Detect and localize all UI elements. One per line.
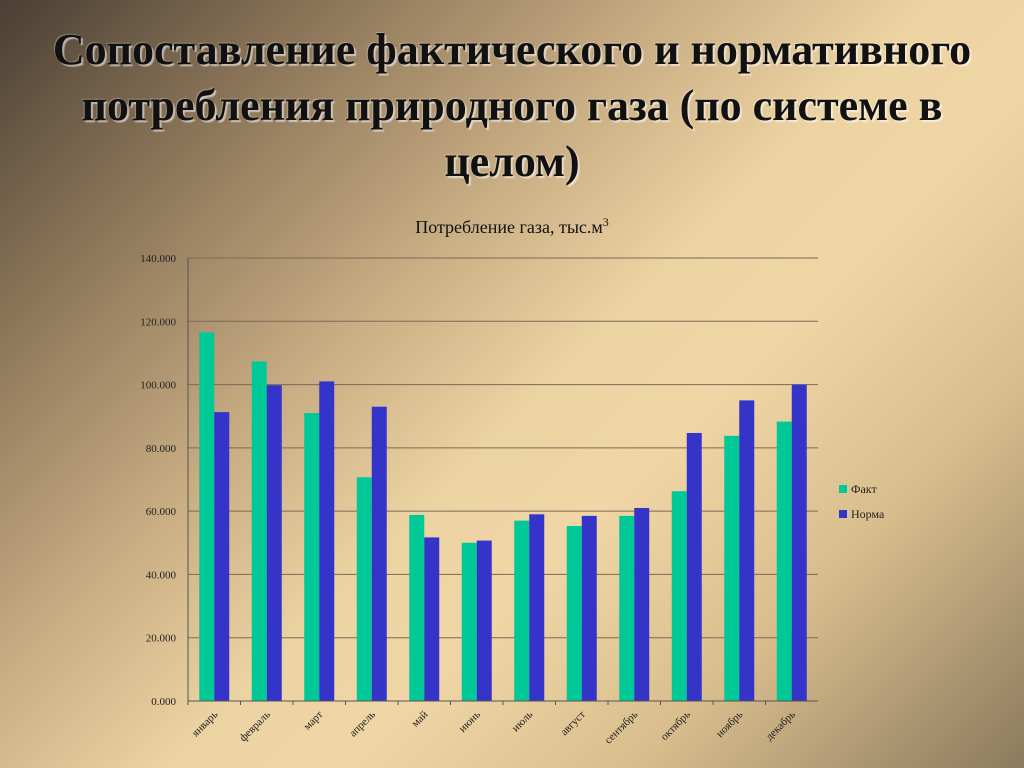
y-axis: 0.000 20.000 40.000 60.000 80.000 100.000 120.…: [140, 253, 189, 708]
chart-title-main: Потребление газа, тыс.м: [415, 217, 603, 237]
bar-norm: [424, 537, 440, 701]
bar-norm: [214, 412, 230, 701]
x-tick-label: май: [409, 709, 430, 730]
bar-norm: [581, 515, 597, 701]
legend-label-norm: Норма: [851, 507, 885, 521]
x-tick-label: ноябрь: [714, 709, 745, 740]
x-tick-label: апрель: [347, 709, 378, 740]
x-tick-label: июль: [510, 709, 536, 735]
x-tick-label: июнь: [457, 709, 483, 735]
chart-title: Потребление газа, тыс.м3: [415, 215, 609, 237]
x-tick-label: январь: [190, 709, 221, 740]
y-tick-label: 60.000: [146, 506, 177, 518]
bar-norm: [476, 540, 492, 701]
y-tick-label: 20.000: [146, 633, 177, 645]
bar-norm: [739, 400, 755, 701]
legend-label-fact: Факт: [851, 482, 877, 496]
legend-swatch-fact: [839, 485, 847, 493]
grid-lines: [188, 257, 818, 702]
bar-fact: [304, 413, 320, 701]
y-tick-label: 120.000: [140, 316, 176, 328]
slide-title: Сопоставление фактического и нормативног…: [0, 22, 1024, 190]
bar-norm: [371, 406, 387, 701]
slide-title-line-2: потребления природного газа (по системе …: [81, 81, 943, 130]
y-tick-label: 140.000: [140, 253, 176, 265]
bars: [199, 332, 807, 701]
bar-norm: [319, 381, 335, 701]
bar-norm: [634, 507, 650, 701]
y-tick-label: 80.000: [146, 443, 177, 455]
bar-fact: [566, 526, 582, 701]
legend-swatch-norm: [839, 510, 847, 518]
bar-norm: [266, 385, 282, 701]
x-tick-label: декабрь: [763, 709, 797, 743]
slide-title-line-3: целом): [444, 137, 580, 186]
x-tick-label: октябрь: [659, 709, 693, 743]
chart-title-superscript: 3: [603, 215, 609, 229]
bar-fact: [251, 361, 267, 701]
bar-fact: [671, 491, 687, 701]
bar-norm: [791, 384, 807, 701]
slide-title-line-1: Сопоставление фактического и нормативног…: [52, 25, 972, 74]
bar-norm: [686, 432, 702, 701]
y-tick-label: 40.000: [146, 569, 177, 581]
bar-fact: [461, 542, 477, 701]
y-tick-label: 100.000: [140, 380, 176, 392]
bar-fact: [356, 477, 372, 701]
bar-fact: [409, 514, 425, 701]
x-tick-label: сентябрь: [602, 709, 640, 747]
bar-norm: [529, 514, 545, 701]
bar-fact: [514, 520, 530, 701]
x-tick-label: февраль: [237, 709, 272, 744]
bar-fact: [724, 435, 740, 701]
bar-fact: [619, 515, 635, 701]
x-tick-label: август: [558, 709, 588, 739]
legend: Факт Норма: [839, 482, 885, 521]
x-axis: январь февраль март апрель май июнь июль август…: [187, 700, 818, 747]
x-tick-label: март: [301, 709, 325, 733]
bar-fact: [199, 332, 215, 701]
bar-fact: [776, 421, 792, 701]
y-tick-label: 0.000: [151, 696, 176, 708]
